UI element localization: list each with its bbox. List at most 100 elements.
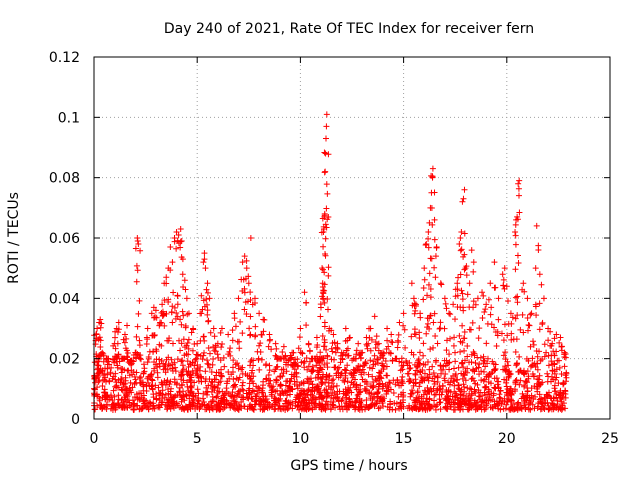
data-point [465, 397, 472, 404]
data-point [352, 376, 359, 383]
data-point [416, 329, 423, 336]
data-point [155, 384, 162, 391]
data-point [459, 375, 466, 382]
data-point [144, 325, 151, 332]
data-point [175, 231, 182, 238]
data-point [153, 346, 160, 353]
data-point [449, 393, 456, 400]
data-point [458, 287, 465, 294]
data-point [200, 333, 207, 340]
data-point [98, 320, 105, 327]
data-point [180, 388, 187, 395]
data-point [145, 353, 152, 360]
data-point [345, 403, 352, 410]
data-point [265, 380, 272, 387]
data-point [367, 347, 374, 354]
data-point [303, 299, 310, 306]
data-point [559, 402, 566, 409]
data-point [509, 314, 516, 321]
data-point [485, 378, 492, 385]
data-point [419, 400, 426, 407]
data-point [182, 324, 189, 331]
data-point [313, 334, 320, 341]
data-point [168, 309, 175, 316]
data-point [91, 406, 98, 413]
data-point [520, 329, 527, 336]
data-point [534, 353, 541, 360]
data-point [437, 319, 444, 326]
data-point [377, 404, 384, 411]
data-point [167, 362, 174, 369]
data-point [225, 331, 232, 338]
data-point [96, 395, 103, 402]
data-point [350, 381, 357, 388]
data-point [232, 323, 239, 330]
data-point [338, 397, 345, 404]
data-point [426, 404, 433, 411]
data-point [443, 305, 450, 312]
data-point [273, 377, 280, 384]
chart-title: Day 240 of 2021, Rate Of TEC Index for r… [164, 21, 534, 37]
data-point [530, 341, 537, 348]
data-point [470, 259, 477, 266]
data-point [157, 390, 164, 397]
data-point [555, 391, 562, 398]
data-point [521, 383, 528, 390]
data-point [540, 295, 547, 302]
data-point [207, 329, 214, 336]
data-point [121, 339, 128, 346]
data-point [500, 282, 507, 289]
data-point [205, 317, 212, 324]
data-point [183, 342, 190, 349]
data-point [149, 377, 156, 384]
data-point [476, 325, 483, 332]
data-point [99, 383, 106, 390]
data-point [437, 406, 444, 413]
data-point [181, 277, 188, 284]
data-point [138, 406, 145, 413]
data-point [476, 361, 483, 368]
data-point [100, 352, 107, 359]
data-point [247, 289, 254, 296]
data-point [321, 269, 328, 276]
data-point [551, 352, 558, 359]
data-point [273, 364, 280, 371]
data-point [322, 251, 329, 258]
data-point [190, 396, 197, 403]
data-point [548, 358, 555, 365]
data-point [446, 381, 453, 388]
data-point [294, 356, 301, 363]
data-point [163, 280, 170, 287]
data-point [528, 310, 535, 317]
data-point [426, 405, 433, 412]
data-point [451, 378, 458, 385]
data-point [303, 399, 310, 406]
data-point [394, 344, 401, 351]
data-point [324, 295, 331, 302]
data-point [264, 405, 271, 412]
data-point [339, 396, 346, 403]
data-point [177, 238, 184, 245]
data-point [427, 346, 434, 353]
data-point [460, 381, 467, 388]
data-point [514, 312, 521, 319]
data-point [323, 373, 330, 380]
data-point [179, 308, 186, 315]
data-point [491, 259, 498, 266]
data-point [226, 401, 233, 408]
data-point [311, 400, 318, 407]
data-point [257, 348, 264, 355]
data-point [466, 359, 473, 366]
data-point [508, 320, 515, 327]
data-point [152, 307, 159, 314]
data-point [154, 369, 161, 376]
data-point [334, 345, 341, 352]
data-point [240, 396, 247, 403]
data-point [458, 228, 465, 235]
data-point [171, 376, 178, 383]
data-point [239, 382, 246, 389]
data-point [506, 389, 513, 396]
data-point [534, 384, 541, 391]
data-point [553, 348, 560, 355]
data-point [220, 354, 227, 361]
